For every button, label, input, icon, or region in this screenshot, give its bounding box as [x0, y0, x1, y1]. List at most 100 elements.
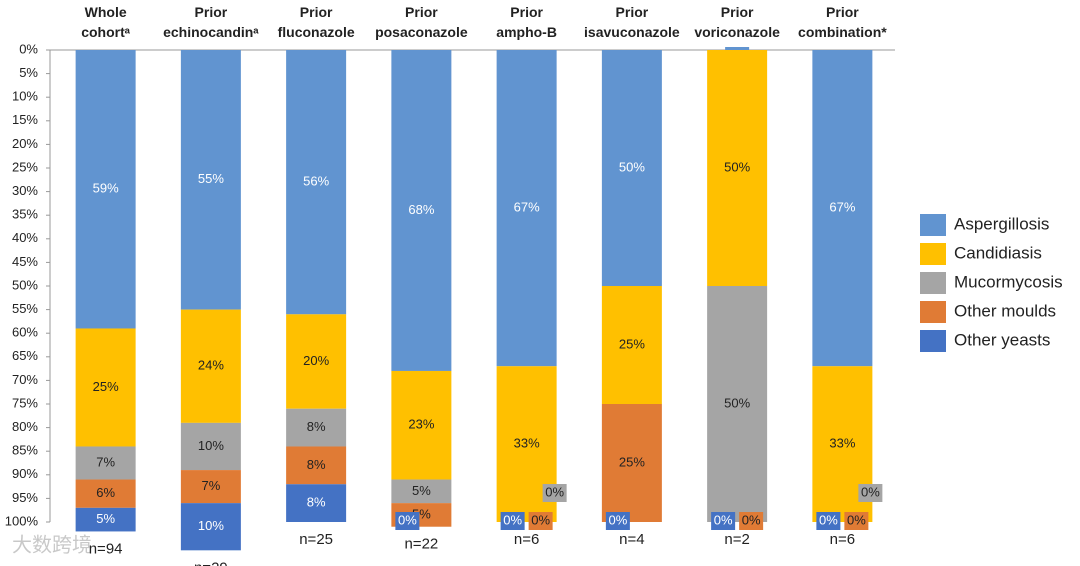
data-label: 25%: [93, 379, 119, 394]
legend-label: Other yeasts: [954, 330, 1050, 349]
data-label: 5%: [96, 511, 115, 526]
sample-size: n=2: [724, 531, 749, 548]
sample-size: n=94: [89, 540, 123, 557]
x-tick-label: Prior voriconazole: [694, 4, 780, 40]
bar-segment: [707, 50, 768, 286]
bar-segment: [75, 50, 136, 329]
zero-label-box: [711, 512, 736, 530]
sample-size: n=25: [299, 531, 333, 548]
data-label: 50%: [724, 159, 750, 174]
legend-swatch: [920, 330, 946, 352]
data-label: 6%: [96, 485, 115, 500]
data-label: 20%: [303, 353, 329, 368]
bar-segment: [286, 484, 347, 522]
x-tick-label: Prior isavuconazole: [584, 4, 680, 40]
data-label: 56%: [303, 174, 329, 189]
zero-label-box: [858, 484, 883, 502]
zero-label-box: [605, 512, 630, 530]
x-tick-label-line: Prior: [300, 4, 333, 20]
x-tick-label: Prior echinocandinᵃ: [163, 4, 259, 40]
bar-segment: [391, 370, 452, 480]
y-tick-label: 60%: [12, 325, 38, 340]
data-label: 0%: [398, 512, 417, 527]
bar-segment: [180, 422, 241, 471]
data-label: 0%: [847, 512, 866, 527]
watermark: 大数跨境: [12, 533, 92, 556]
bar-segment: [286, 408, 347, 447]
bar-segment: [496, 50, 557, 367]
data-label: 0%: [608, 512, 627, 527]
bar-segment: [75, 507, 136, 532]
bar-segment: [601, 286, 662, 404]
data-label: 8%: [307, 495, 326, 510]
x-tick-label-line: ampho-B: [496, 24, 557, 40]
sample-size: n=4: [619, 531, 644, 548]
bar-segment: [391, 479, 452, 504]
y-tick-label: 95%: [12, 490, 38, 505]
x-tick-label-line: Prior: [195, 4, 228, 20]
x-tick-label-line: Prior: [721, 4, 754, 20]
x-tick-label: Prior fluconazole: [278, 4, 355, 40]
sample-size: n=6: [830, 531, 855, 548]
data-label: 25%: [619, 454, 645, 469]
zero-label-box: [542, 484, 567, 502]
y-tick-label: 80%: [12, 419, 38, 434]
bar-segment: [707, 286, 768, 522]
sample-size: n=29: [194, 559, 228, 566]
bar-segment: [286, 50, 347, 315]
data-label: 10%: [198, 438, 224, 453]
legend-swatch: [920, 301, 946, 323]
x-tick-label-line: fluconazole: [278, 24, 355, 40]
data-label: 33%: [829, 436, 855, 451]
data-label: 0%: [742, 512, 761, 527]
x-tick-label: Prior combination*: [798, 4, 887, 40]
data-label: 0%: [503, 512, 522, 527]
bar-segment: [601, 404, 662, 522]
y-tick-label: 50%: [12, 277, 38, 292]
data-label: 68%: [408, 202, 434, 217]
x-tick-label-line: cohortᵃ: [81, 24, 131, 40]
data-label: 55%: [198, 171, 224, 186]
y-tick-label: 10%: [12, 89, 38, 104]
data-label: 23%: [408, 417, 434, 432]
y-tick-label: 45%: [12, 254, 38, 269]
x-tick-label-line: Prior: [510, 4, 543, 20]
zero-label-box: [528, 512, 553, 530]
data-label: 67%: [829, 200, 855, 215]
y-tick-label: 15%: [12, 112, 38, 127]
x-tick-label-line: Prior: [405, 4, 438, 20]
bar-segment: [286, 314, 347, 409]
legend-swatch: [920, 272, 946, 294]
zero-label-box: [844, 512, 869, 530]
y-tick-label: 0%: [19, 41, 38, 56]
bar-segment: [75, 446, 136, 480]
bar-segment: [75, 328, 136, 447]
y-tick-label: 20%: [12, 136, 38, 151]
bar-segment: [391, 50, 452, 371]
data-label: 0%: [714, 512, 733, 527]
data-label: 10%: [198, 518, 224, 533]
x-tick-label-line: Prior: [616, 4, 649, 20]
data-label: 5%: [412, 483, 431, 498]
y-tick-label: 5%: [19, 65, 38, 80]
y-tick-label: 100%: [5, 513, 39, 528]
y-tick-label: 40%: [12, 230, 38, 245]
data-label: 25%: [619, 336, 645, 351]
data-label: 0%: [531, 512, 550, 527]
data-label: 50%: [724, 395, 750, 410]
bar-segment: [812, 50, 873, 367]
data-label: 33%: [514, 436, 540, 451]
data-label: 8%: [307, 419, 326, 434]
legend-swatch: [920, 243, 946, 265]
x-tick-label-line: echinocandinᵃ: [163, 24, 259, 40]
y-tick-label: 90%: [12, 466, 38, 481]
y-tick-label: 25%: [12, 159, 38, 174]
y-tick-label: 55%: [12, 301, 38, 316]
x-tick-label-line: combination*: [798, 24, 887, 40]
zero-label-box: [500, 512, 525, 530]
legend-label: Candidiasis: [954, 243, 1042, 262]
data-label: 67%: [514, 200, 540, 215]
bar-segment: [180, 309, 241, 423]
data-label: 7%: [96, 454, 115, 469]
